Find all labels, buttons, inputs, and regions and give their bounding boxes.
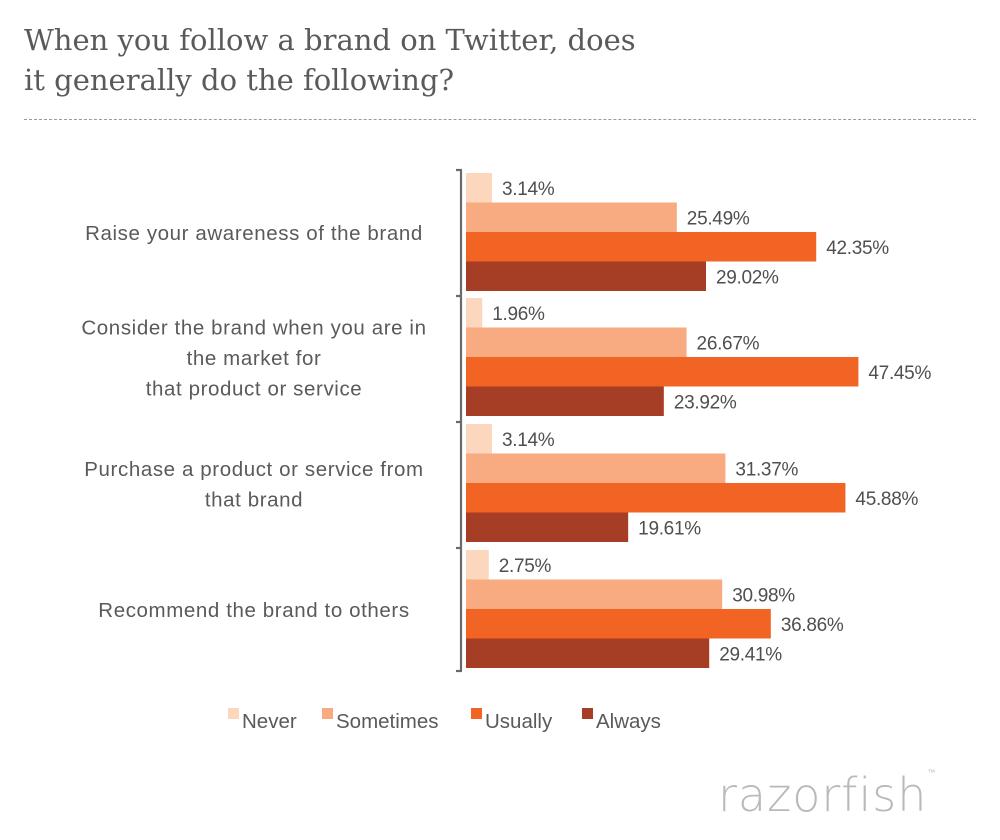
category-label: the market for — [187, 347, 322, 370]
data-label: 1.96% — [492, 304, 545, 325]
data-label: 36.86% — [781, 615, 844, 636]
data-label: 26.67% — [697, 333, 760, 354]
bar-never — [466, 550, 489, 580]
legend-swatch-usually — [471, 708, 482, 719]
legend-label-sometimes: Sometimes — [336, 710, 439, 733]
razorfish-logo: razorfish™ — [718, 768, 935, 822]
category-label: that brand — [205, 488, 303, 511]
chart-title-line-2: it generally do the following? — [24, 63, 455, 97]
chart-title-line-1: When you follow a brand on Twitter, does — [24, 23, 636, 57]
legend-swatch-sometimes — [322, 708, 333, 719]
chart-title: When you follow a brand on Twitter, does… — [24, 20, 724, 100]
category-label: Consider the brand when you are in — [81, 317, 426, 340]
legend-label-never: Never — [242, 710, 297, 733]
title-divider — [24, 119, 976, 120]
bar-sometimes — [466, 579, 723, 609]
bar-always — [466, 386, 664, 416]
legend-swatch-never — [228, 708, 239, 719]
logo-text: razorfish — [718, 768, 928, 822]
data-label: 42.35% — [826, 238, 889, 259]
data-label: 2.75% — [499, 556, 552, 577]
legend-label-always: Always — [596, 710, 661, 733]
bar-usually — [466, 609, 771, 639]
data-label: 45.88% — [855, 489, 918, 510]
data-label: 30.98% — [732, 585, 795, 606]
bar-usually — [466, 357, 859, 387]
category-label: Recommend the brand to others — [98, 599, 409, 622]
data-label: 3.14% — [502, 179, 555, 200]
data-label: 23.92% — [674, 392, 737, 413]
category-label: Raise your awareness of the brand — [85, 222, 423, 245]
bar-usually — [466, 483, 846, 513]
bar-always — [466, 638, 710, 668]
data-label: 25.49% — [687, 208, 750, 229]
legend-swatch-always — [582, 708, 593, 719]
legend-label-usually: Usually — [485, 710, 553, 733]
bar-never — [466, 298, 483, 328]
bar-never — [466, 424, 492, 454]
bar-sometimes — [466, 202, 677, 232]
data-label: 31.37% — [735, 459, 798, 480]
bar-never — [466, 173, 492, 203]
bar-always — [466, 512, 629, 542]
bar-usually — [466, 232, 817, 262]
data-label: 29.41% — [719, 644, 782, 665]
bar-always — [466, 261, 706, 291]
data-label: 19.61% — [638, 518, 701, 539]
category-label: Purchase a product or service from — [84, 458, 423, 481]
bar-sometimes — [466, 327, 687, 357]
data-label: 47.45% — [868, 363, 931, 384]
category-label: that product or service — [146, 378, 363, 401]
data-label: 3.14% — [502, 430, 555, 451]
bar-sometimes — [466, 453, 726, 483]
trademark-mark: ™ — [927, 768, 936, 777]
data-label: 29.02% — [716, 267, 779, 288]
